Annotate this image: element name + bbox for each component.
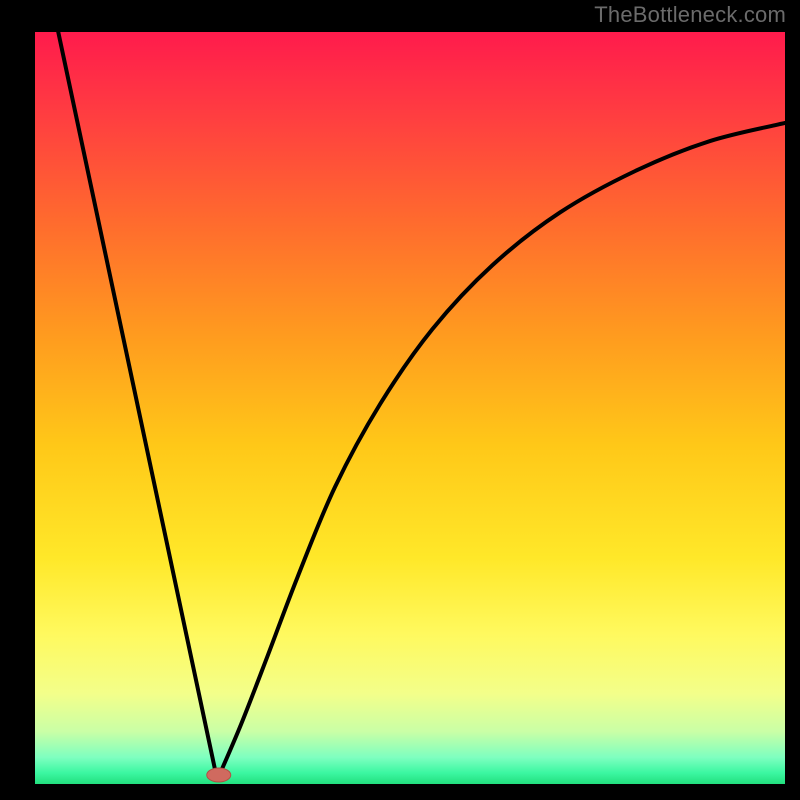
plot-area [35, 32, 785, 784]
plot-background [35, 32, 785, 784]
plot-svg [35, 32, 785, 784]
outer-frame: TheBottleneck.com [0, 0, 800, 800]
watermark-text: TheBottleneck.com [594, 2, 786, 28]
minimum-marker [207, 768, 231, 782]
